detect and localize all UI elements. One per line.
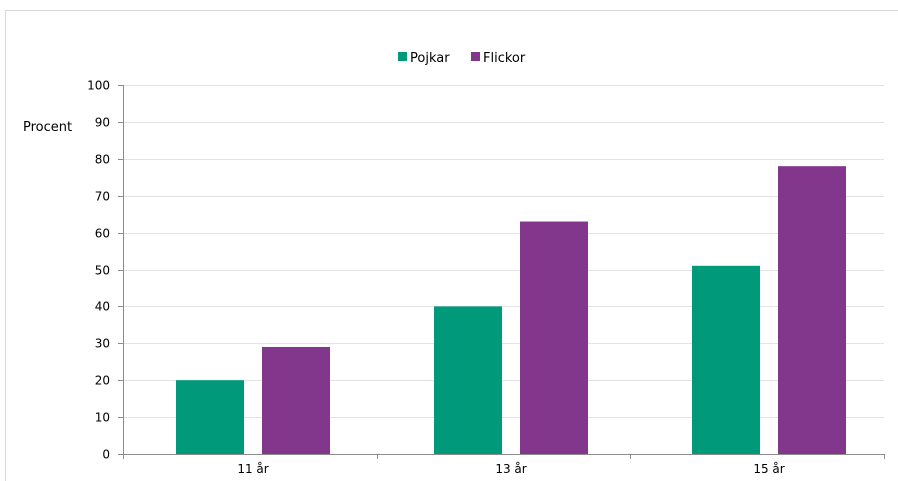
gridlines xyxy=(123,85,884,418)
bars xyxy=(176,166,846,454)
y-axis-ticks: 0 10 20 30 40 50 60 70 80 90 100 xyxy=(87,79,123,462)
x-tick-label: 11 år xyxy=(237,462,268,476)
y-tick-label: 0 xyxy=(102,448,110,462)
frame-border-left xyxy=(5,10,6,481)
y-tick-label: 50 xyxy=(95,264,110,278)
legend-label-pojkar: Pojkar xyxy=(410,51,450,66)
y-tick-label: 60 xyxy=(95,227,110,241)
bar-pojkar xyxy=(176,380,244,454)
legend-swatch-pojkar xyxy=(398,52,407,61)
y-tick-label: 30 xyxy=(95,337,110,351)
y-tick-label: 80 xyxy=(95,153,110,167)
bar-pojkar xyxy=(692,265,760,454)
y-tick-label: 40 xyxy=(95,300,110,314)
y-tick-label: 10 xyxy=(95,411,110,425)
legend-swatch-flickor xyxy=(471,52,480,61)
x-tick-label: 13 år xyxy=(495,462,526,476)
x-tick-label: 15 år xyxy=(753,462,784,476)
y-tick-label: 100 xyxy=(87,79,110,93)
frame-border-top xyxy=(5,10,898,11)
bar-pojkar xyxy=(434,306,502,454)
bar-flickor xyxy=(262,346,330,454)
legend-label-flickor: Flickor xyxy=(483,51,526,66)
y-tick-label: 70 xyxy=(95,190,110,204)
bar-flickor xyxy=(778,166,846,454)
x-axis: 11 år 13 år 15 år xyxy=(123,85,885,476)
legend: Pojkar Flickor xyxy=(398,51,526,66)
y-tick-label: 90 xyxy=(95,116,110,130)
y-tick-label: 20 xyxy=(95,374,110,388)
y-axis-label: Procent xyxy=(23,120,72,135)
bar-flickor xyxy=(520,221,588,454)
